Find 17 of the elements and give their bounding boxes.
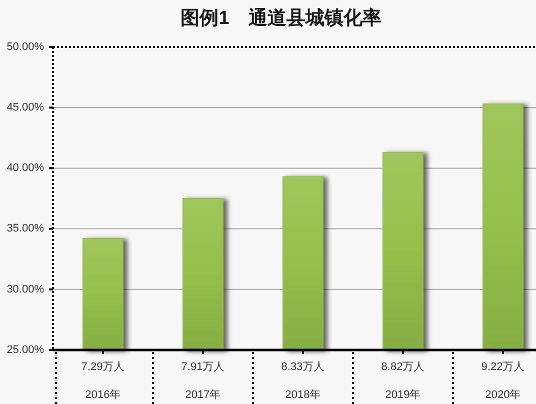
title: 图例1 通道县城镇化率	[180, 8, 382, 30]
y-tick-label: 25.00%	[6, 344, 44, 356]
x-tick-label: 2016年	[85, 388, 121, 401]
y-tick-label: 50.00%	[6, 40, 44, 53]
x-tick-label: 2018年	[285, 388, 321, 401]
x-tick-label: 2017年	[185, 388, 221, 401]
annotation: 8.33万人	[281, 360, 325, 373]
x-tick-label: 2020年	[485, 388, 521, 401]
annotation: 7.91万人	[181, 360, 225, 373]
annotation: 9.22万人	[481, 360, 525, 373]
y-tick-label: 40.00%	[6, 162, 44, 174]
x-tick-label: 2019年	[385, 388, 421, 401]
y-tick-label: 35.00%	[6, 222, 44, 235]
annotation: 8.82万人	[381, 360, 425, 373]
y-tick-label: 45.00%	[6, 102, 44, 114]
annotation: 7.29万人	[81, 360, 125, 373]
y-tick-label: 30.00%	[6, 283, 44, 296]
